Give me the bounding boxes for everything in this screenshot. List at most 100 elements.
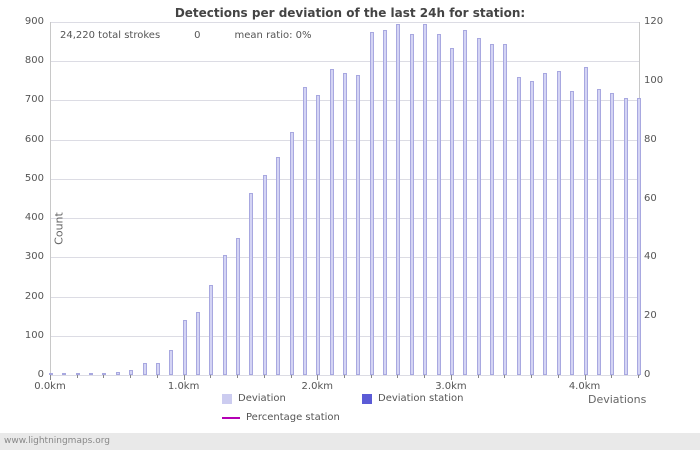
- bar: [436, 33, 441, 375]
- deviation-station-swatch-icon: [362, 393, 372, 404]
- y-right-tick-label: 100: [644, 74, 664, 86]
- x-tick: [611, 375, 613, 378]
- legend-label-deviation-station: Deviation station: [378, 393, 464, 404]
- bar: [89, 373, 94, 375]
- footer-bar: www.lightningmaps.org: [0, 433, 700, 450]
- bar: [262, 174, 267, 375]
- bar: [196, 312, 200, 375]
- bar: [637, 98, 641, 375]
- y-left-tick-label: 500: [24, 172, 44, 184]
- y-left-tick-label: 100: [24, 329, 44, 341]
- bar: [289, 131, 294, 375]
- y-left-tick-label: 300: [24, 251, 44, 263]
- x-tick: [237, 375, 239, 378]
- x-tick: [317, 375, 319, 380]
- x-tick-label: 3.0km: [435, 381, 467, 392]
- y-left-tick-label: 400: [24, 212, 44, 224]
- gridline: [51, 61, 639, 63]
- legend-item-percentage-station: Percentage station: [222, 412, 340, 423]
- bar: [62, 373, 67, 375]
- x-tick: [531, 375, 533, 378]
- bar: [302, 86, 307, 375]
- legend-item-deviation-station: Deviation station: [362, 393, 463, 404]
- y-left-tick-label: 700: [24, 94, 44, 106]
- x-tick-label: 1.0km: [167, 381, 200, 392]
- y-right-tick-label: 120: [644, 16, 664, 27]
- bar: [129, 370, 134, 375]
- gridline: [51, 375, 639, 376]
- bar: [596, 88, 601, 375]
- legend-item-deviation: Deviation: [222, 393, 286, 404]
- x-tick: [156, 375, 158, 378]
- x-tick: [130, 375, 132, 378]
- x-tick: [584, 375, 586, 380]
- bar: [476, 37, 481, 375]
- x-tick-label: 0.0km: [34, 381, 66, 392]
- bar: [182, 320, 187, 375]
- x-tick: [76, 375, 78, 378]
- bar: [369, 31, 374, 375]
- legend-label-deviation: Deviation: [238, 393, 286, 404]
- bar: [316, 94, 321, 375]
- gridline: [51, 22, 639, 23]
- bar: [396, 23, 401, 375]
- bar: [49, 373, 53, 375]
- bar: [209, 284, 214, 375]
- bar: [543, 73, 548, 375]
- deviation-swatch-icon: [222, 393, 232, 404]
- x-tick: [344, 375, 345, 378]
- bar: [463, 29, 468, 375]
- bar: [329, 69, 334, 375]
- y-axis-title-left: Count: [52, 212, 66, 245]
- x-tick: [638, 375, 639, 378]
- bar: [236, 237, 241, 375]
- bar: [490, 43, 494, 375]
- bar: [570, 90, 575, 375]
- bar: [276, 157, 281, 375]
- bar: [516, 76, 521, 375]
- x-tick: [504, 375, 506, 378]
- x-tick: [450, 375, 452, 380]
- bar: [449, 47, 454, 375]
- bar: [583, 67, 588, 375]
- bar: [409, 33, 414, 375]
- bar: [556, 71, 561, 375]
- x-tick: [424, 375, 426, 378]
- y-left-tick-label: 200: [24, 290, 44, 302]
- bar: [623, 98, 628, 375]
- x-tick: [370, 375, 372, 378]
- bar: [75, 373, 80, 375]
- bar: [610, 92, 615, 375]
- percentage-station-line-icon: [222, 416, 240, 419]
- x-tick-label: 4.0km: [568, 381, 601, 392]
- y-right-tick-label: 80: [644, 133, 657, 145]
- total-strokes-label: 24,220 total strokes: [60, 30, 161, 41]
- x-tick: [103, 375, 105, 378]
- y-right-tick-label: 20: [644, 310, 657, 322]
- x-tick: [290, 375, 292, 378]
- x-tick: [557, 375, 559, 378]
- chart-title: Detections per deviation of the last 24h…: [174, 6, 526, 20]
- bar: [142, 363, 147, 375]
- bar: [503, 43, 508, 375]
- x-tick: [183, 375, 185, 380]
- bar: [383, 29, 388, 375]
- plot-area: Count Ratio [%]: [49, 22, 641, 376]
- bar: [530, 80, 535, 375]
- mean-ratio-label: mean ratio: 0%: [234, 30, 312, 41]
- bar: [423, 23, 428, 375]
- chart-annotations: 24,220 total strokes 0 mean ratio: 0%: [60, 30, 312, 41]
- y-right-tick-label: 40: [644, 251, 657, 263]
- station-count-label: 0: [194, 30, 201, 41]
- y-left-tick-label: 0: [37, 369, 44, 380]
- y-left-tick-label: 600: [24, 133, 44, 145]
- watermark: www.lightningmaps.org: [4, 436, 110, 446]
- x-tick: [263, 375, 265, 378]
- y-left-tick-label: 800: [24, 55, 44, 67]
- y-right-tick-label: 60: [644, 192, 657, 204]
- bar: [343, 73, 347, 375]
- bar: [249, 192, 254, 375]
- bar: [102, 373, 107, 375]
- y-left-tick-label: 900: [24, 16, 44, 27]
